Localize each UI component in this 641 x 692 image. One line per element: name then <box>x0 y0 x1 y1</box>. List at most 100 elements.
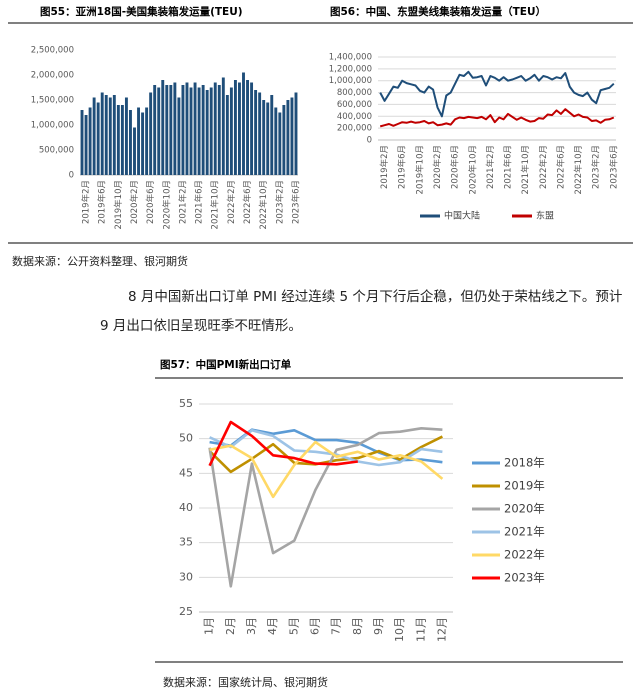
paragraph-line: 8 月中国新出口订单 PMI 经过连续 5 个月下行后企稳，但仍处于荣枯线之下。… <box>128 288 622 305</box>
x-tick-label: 4月 <box>266 617 279 635</box>
x-tick-label: 2022年6月 <box>242 180 253 224</box>
bar <box>262 100 266 175</box>
bar <box>137 107 140 175</box>
y-tick-label: 400,000 <box>337 112 372 122</box>
bar <box>242 72 245 175</box>
bar <box>145 107 149 175</box>
y-tick-label: 40 <box>179 501 193 514</box>
x-tick-label: 2月 <box>224 617 237 635</box>
bar <box>161 80 165 175</box>
x-tick-label: 2020年2月 <box>432 145 443 189</box>
y-tick-label: 25 <box>179 605 193 618</box>
x-tick-label: 2022年2月 <box>538 145 549 189</box>
series-line <box>379 70 615 118</box>
x-tick-label: 2019年10月 <box>414 145 425 194</box>
bar <box>274 107 278 175</box>
bar <box>225 95 229 175</box>
legend-label: 2022年 <box>504 548 545 562</box>
bar <box>181 85 185 175</box>
x-tick-label: 2021年10月 <box>520 145 531 194</box>
chart-title: 图55：亚洲18国-美国集装箱发运量(TEU) <box>40 5 243 18</box>
x-tick-label: 5月 <box>287 617 300 635</box>
x-tick-label: 2022年2月 <box>226 180 237 224</box>
y-tick-label: 55 <box>179 397 193 410</box>
x-tick-label: 7月 <box>330 617 343 635</box>
series-line <box>208 420 358 467</box>
y-tick-label: 500,000 <box>39 146 74 156</box>
source: 数据来源：公开资料整理、银河期货 <box>12 254 188 268</box>
x-tick-label: 2023年2月 <box>591 145 602 189</box>
bar <box>290 97 294 175</box>
x-tick-label: 3月 <box>245 617 258 635</box>
y-tick-label: 600,000 <box>337 100 372 110</box>
x-tick-label: 11月 <box>414 617 427 642</box>
y-tick-label: 0 <box>69 171 74 181</box>
bar <box>282 105 286 175</box>
x-tick-label: 2023年6月 <box>608 145 619 189</box>
bar <box>193 82 197 175</box>
y-tick-label: 800,000 <box>337 88 372 98</box>
bar <box>141 112 145 175</box>
bar <box>92 97 96 175</box>
legend-label: 2019年 <box>504 479 545 493</box>
y-tick-label: 1,200,000 <box>329 64 372 74</box>
series-line <box>209 440 444 499</box>
bar <box>233 80 237 175</box>
chart-title: 图57：中国PMI新出口订单 <box>160 358 292 371</box>
x-tick-label: 1月 <box>203 617 216 635</box>
y-tick-label: 30 <box>179 570 193 583</box>
bar <box>250 82 254 175</box>
x-tick-label: 2020年6月 <box>450 145 461 189</box>
x-tick-label: 12月 <box>435 617 448 642</box>
x-tick-label: 2023年2月 <box>274 180 285 224</box>
bar <box>129 110 132 175</box>
bar <box>278 112 282 175</box>
legend-label: 2023年 <box>504 571 545 585</box>
bar <box>112 95 116 175</box>
x-tick-label: 2020年10月 <box>467 145 478 194</box>
y-tick-label: 1,000,000 <box>329 76 372 86</box>
bar <box>104 95 108 175</box>
bar <box>209 87 213 175</box>
bar <box>133 127 136 175</box>
y-tick-label: 1,000,000 <box>31 121 74 131</box>
x-tick-label: 2023年6月 <box>290 180 301 224</box>
bar <box>165 85 169 175</box>
bar <box>153 85 157 175</box>
y-tick-label: 35 <box>179 536 193 549</box>
bar <box>266 102 270 175</box>
bar <box>286 100 290 175</box>
legend-label: 2021年 <box>504 525 545 539</box>
bar <box>108 97 112 175</box>
y-tick-label: 200,000 <box>337 124 372 134</box>
legend-label: 2020年 <box>504 502 545 516</box>
x-tick-label: 2019年10月 <box>113 180 124 229</box>
x-tick-label: 2019年6月 <box>397 145 408 189</box>
x-tick-label: 2022年10月 <box>258 180 269 229</box>
y-tick-label: 1,500,000 <box>31 96 74 106</box>
paragraph-line: 9 月出口依旧呈现旺季不旺情形。 <box>100 318 302 334</box>
bar <box>169 85 173 175</box>
x-tick-label: 2020年10月 <box>161 180 172 229</box>
y-tick-label: 1,400,000 <box>329 53 372 63</box>
legend-label: 2018年 <box>504 456 545 470</box>
x-tick-label: 2019年6月 <box>97 180 108 224</box>
y-tick-label: 2,500,000 <box>31 46 74 56</box>
x-tick-label: 2020年6月 <box>145 180 156 224</box>
x-tick-label: 2021年2月 <box>485 145 496 189</box>
x-tick-label: 9月 <box>372 617 385 635</box>
chart-title: 图56：中国、东盟美线集装箱发运量（TEU） <box>330 5 546 18</box>
bar <box>258 92 262 175</box>
bar <box>254 90 258 175</box>
bar <box>120 105 124 175</box>
x-tick-label: 2020年2月 <box>129 180 140 224</box>
bar <box>217 85 221 175</box>
bar <box>88 107 92 175</box>
y-tick-label: 50 <box>179 432 193 445</box>
bar <box>157 87 161 175</box>
bar <box>213 82 217 175</box>
x-tick-label: 2019年2月 <box>81 180 92 224</box>
y-tick-label: 45 <box>179 466 193 479</box>
bar <box>270 95 274 175</box>
